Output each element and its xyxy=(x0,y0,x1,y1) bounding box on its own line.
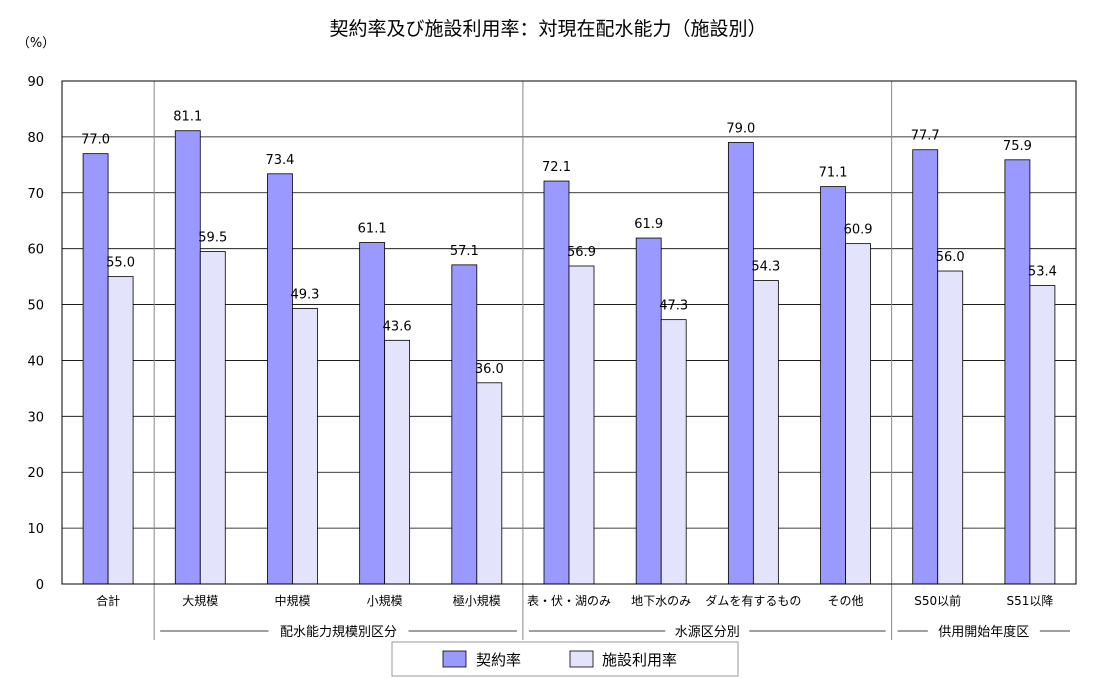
x-tick-label: S51以降 xyxy=(1006,594,1053,608)
data-label: 72.1 xyxy=(542,160,571,175)
legend-swatch-contract-rate xyxy=(442,650,467,668)
y-tick-label: 80 xyxy=(27,131,44,146)
y-tick-label: 90 xyxy=(27,75,44,90)
data-labels: 77.0 81.1 73.4 61.1 57.1 72.1 61.9 79.0 71.1 77.7… xyxy=(81,110,1057,377)
plot-area-frame xyxy=(61,80,1077,585)
x-tick-label: 地下水のみ xyxy=(631,594,691,608)
legend: 契約率 施設利用率 xyxy=(391,641,739,677)
data-label: 49.3 xyxy=(290,287,319,302)
data-label: 61.1 xyxy=(358,222,387,237)
data-label: 36.0 xyxy=(475,362,504,377)
x-tick-label: 中規模 xyxy=(274,593,310,608)
y-tick-label: 20 xyxy=(27,466,44,481)
bar-contract-rate xyxy=(267,173,293,585)
data-label: 43.6 xyxy=(383,319,412,334)
bar-contract-rate xyxy=(727,142,754,585)
x-axis-category-labels: 合計 大規模 中規模 小規模 極小規模 表・伏・湖のみ 地下水のみ ダムを有するもの その他 S5… xyxy=(96,593,1053,608)
y-axis-ticks: 0 10 20 30 40 50 60 70 80 90 xyxy=(27,75,44,593)
bar-contract-rate xyxy=(174,130,201,585)
bar-facility-utilization xyxy=(476,382,503,585)
data-label: 60.9 xyxy=(844,223,873,238)
bar-contract-rate xyxy=(635,237,662,585)
data-label: 79.0 xyxy=(726,121,755,136)
bar-contract-rate xyxy=(543,180,570,585)
bar-contract-rate xyxy=(451,264,478,585)
y-tick-label: 70 xyxy=(27,187,44,202)
data-label: 81.1 xyxy=(173,110,202,125)
bar-facility-utilization xyxy=(1029,285,1056,585)
x-tick-label: 小規模 xyxy=(367,593,403,608)
bars xyxy=(82,130,1056,585)
y-tick-label: 50 xyxy=(27,299,44,314)
bar-facility-utilization xyxy=(752,280,779,585)
data-label: 77.0 xyxy=(81,133,110,148)
bar-facility-utilization xyxy=(107,276,134,585)
x-tick-label: ダムを有するもの xyxy=(705,593,801,608)
chart-title: 契約率及び施設利用率：対現在配水能力（施設別） xyxy=(329,18,766,40)
category-separators xyxy=(153,81,893,640)
legend-label-contract-rate: 契約率 xyxy=(476,651,521,669)
data-label: 57.1 xyxy=(450,244,479,259)
data-label: 53.4 xyxy=(1028,265,1057,280)
data-label: 56.0 xyxy=(936,250,965,265)
data-label: 75.9 xyxy=(1003,139,1032,154)
group-label: 配水能力規模別区分 xyxy=(280,625,397,640)
bar-contract-rate xyxy=(359,242,386,585)
bar-contract-rate xyxy=(82,153,109,585)
bar-facility-utilization xyxy=(845,243,871,585)
data-label: 55.0 xyxy=(106,256,135,271)
x-tick-label: 極小規模 xyxy=(453,593,501,608)
legend-label-facility-utilization: 施設利用率 xyxy=(602,651,677,669)
bar-facility-utilization xyxy=(384,339,411,585)
y-tick-label: 40 xyxy=(27,354,44,369)
group-label: 供用開始年度区 xyxy=(938,624,1029,640)
bar-contract-rate xyxy=(912,149,939,585)
x-tick-label: S50以前 xyxy=(914,593,961,608)
bar-contract-rate xyxy=(820,186,846,585)
bar-facility-utilization xyxy=(292,308,318,585)
data-label: 47.3 xyxy=(659,299,688,314)
x-tick-label: その他 xyxy=(828,594,864,608)
y-tick-label: 0 xyxy=(36,578,44,593)
x-tick-label: 大規模 xyxy=(182,593,218,608)
x-tick-label: 表・伏・湖のみ xyxy=(527,593,611,608)
data-label: 77.7 xyxy=(911,129,940,144)
y-tick-label: 60 xyxy=(27,243,44,258)
group-label: 水源区分別 xyxy=(675,625,740,640)
category-group-labels: 配水能力規模別区分 水源区分別 供用開始年度区 xyxy=(160,624,1070,640)
data-label: 56.9 xyxy=(567,245,596,260)
data-label: 71.1 xyxy=(819,166,848,181)
y-tick-label: 30 xyxy=(27,410,44,425)
x-tick-label: 合計 xyxy=(96,593,120,608)
bar-contract-rate xyxy=(1004,159,1031,585)
bar-facility-utilization xyxy=(568,265,595,585)
bar-facility-utilization xyxy=(199,251,226,585)
bar-facility-utilization xyxy=(660,319,687,585)
data-label: 61.9 xyxy=(634,217,663,232)
legend-swatch-facility-utilization xyxy=(569,650,594,668)
bar-facility-utilization xyxy=(937,270,964,585)
y-axis-unit-label: （%） xyxy=(17,36,55,51)
y-tick-label: 10 xyxy=(27,522,44,537)
data-label: 59.5 xyxy=(198,230,227,245)
data-label: 73.4 xyxy=(265,153,294,168)
data-label: 54.3 xyxy=(751,260,780,275)
